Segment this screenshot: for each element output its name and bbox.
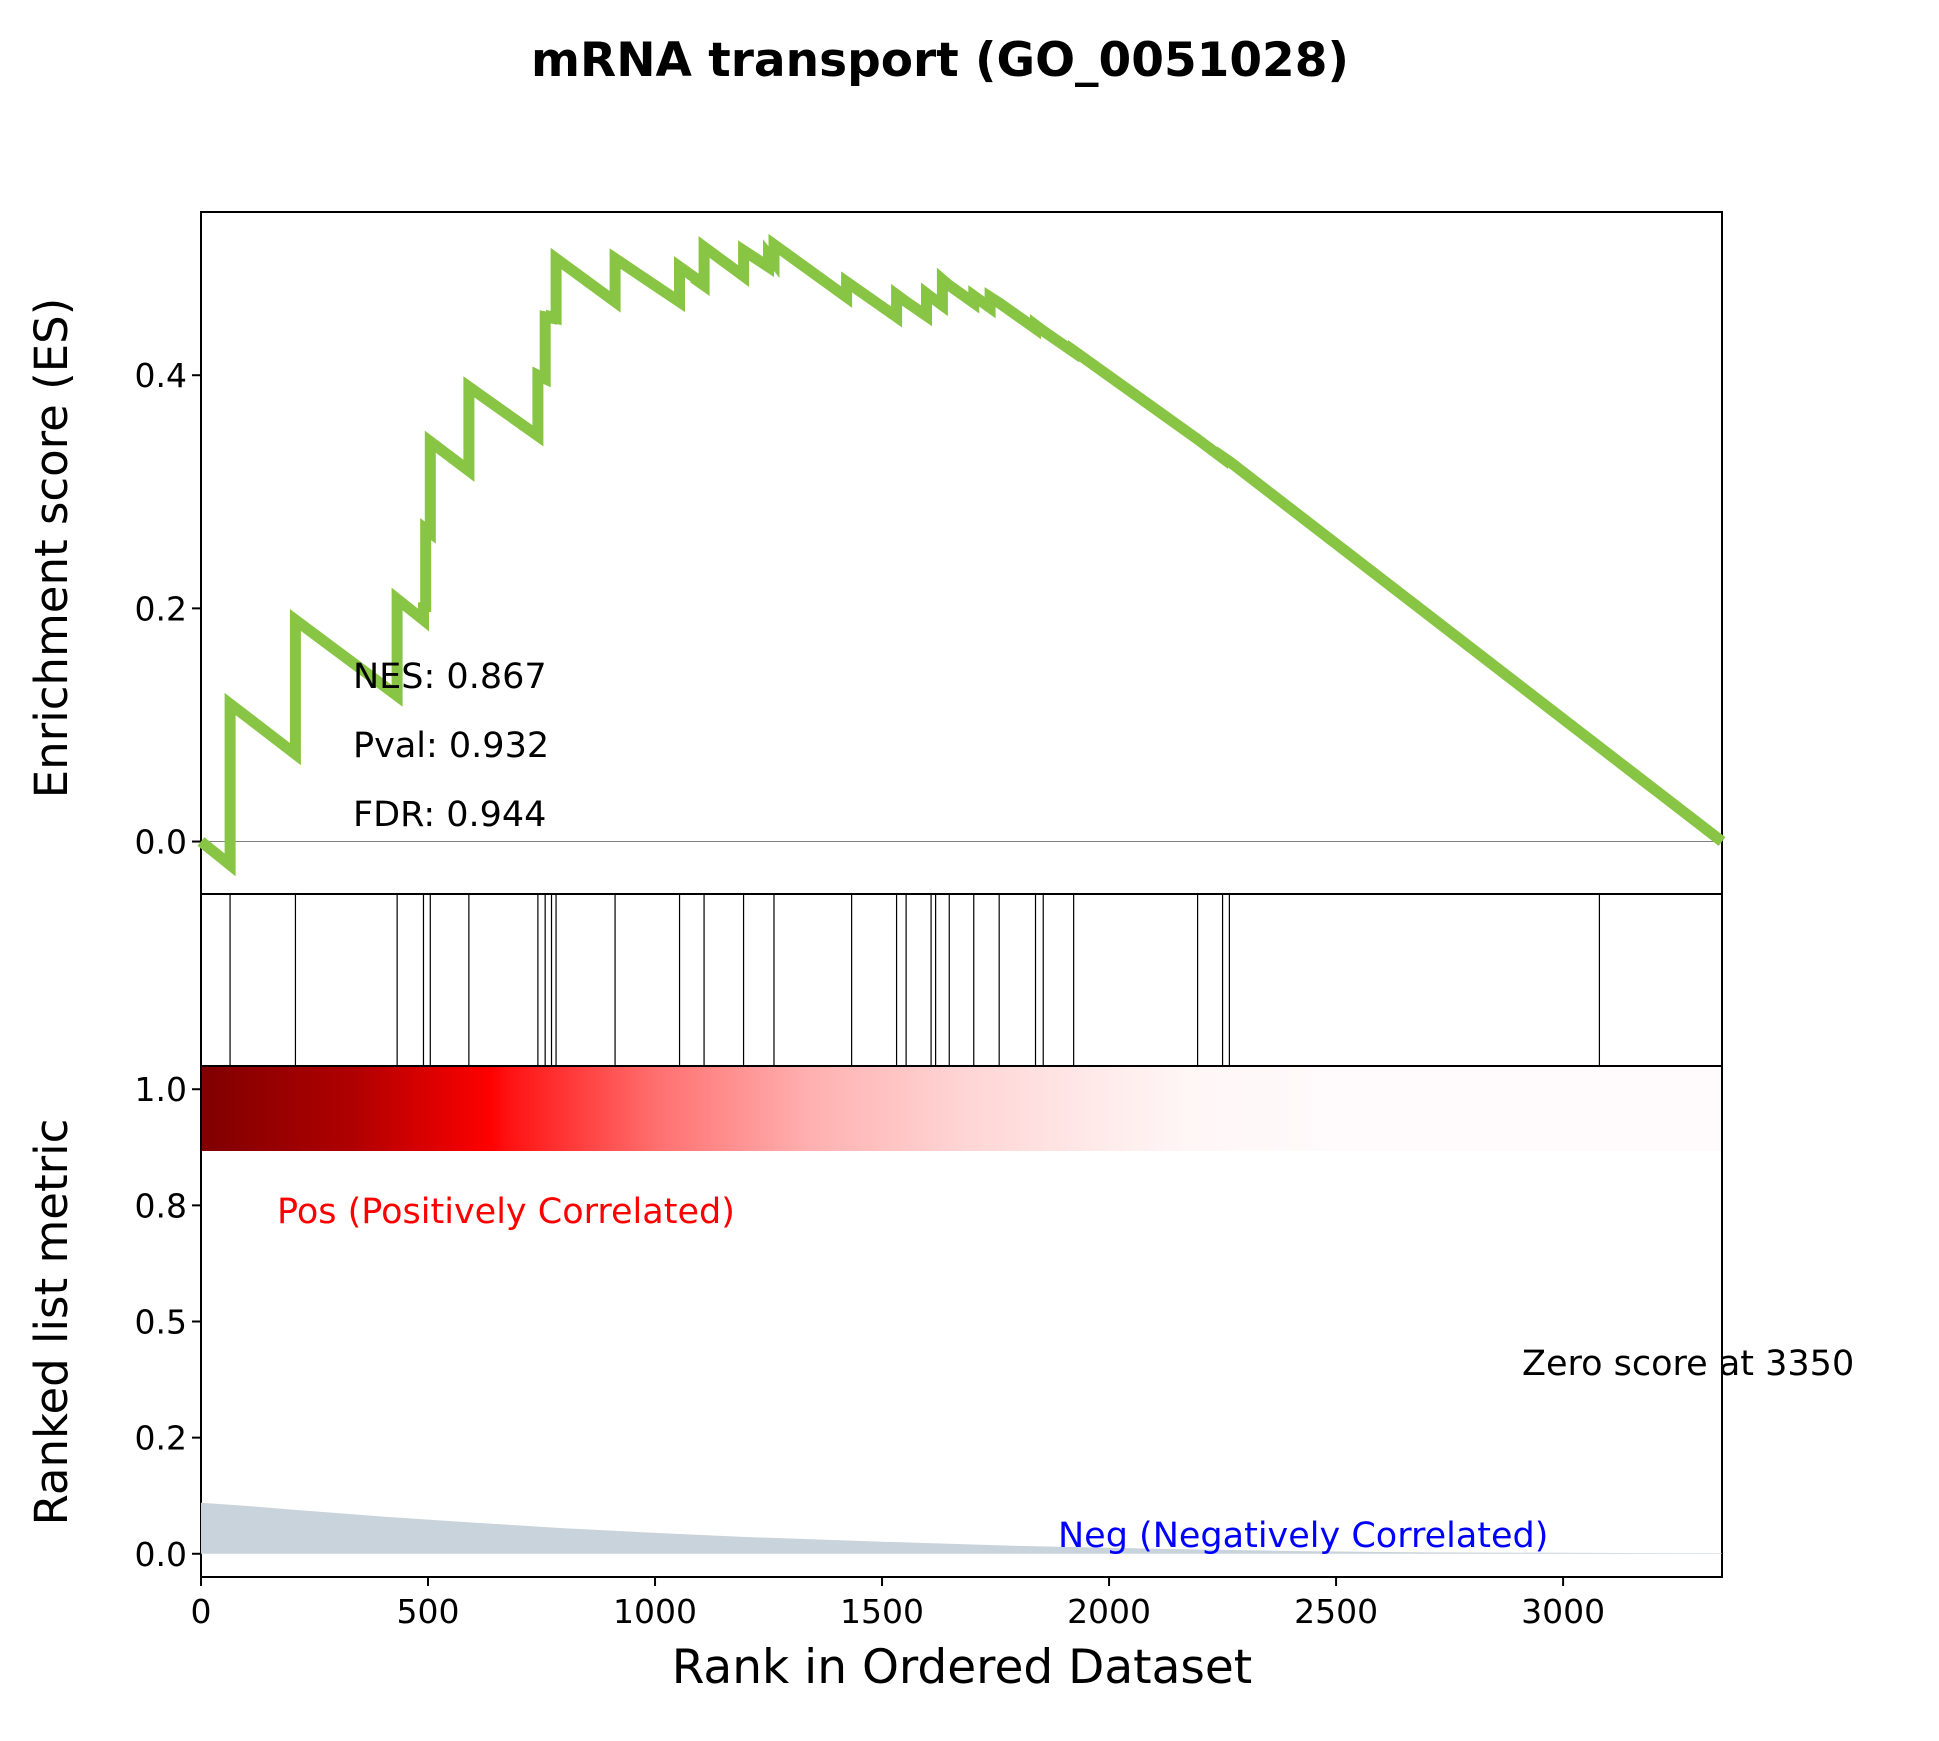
x-tick-label: 2500 — [1294, 1592, 1378, 1631]
x-tick-label: 3000 — [1521, 1592, 1605, 1631]
metric-area — [201, 1502, 1722, 1554]
x-axis: 0 500 1000 1500 2000 2500 3000 — [191, 1577, 1605, 1631]
neg-label: Neg (Negatively Correlated) — [1058, 1516, 1548, 1556]
metric-y-tick-label: 0.0 — [135, 1535, 187, 1574]
metric-y-tick-label: 0.5 — [135, 1303, 187, 1342]
metric-y-axis: 0.0 0.2 0.5 0.8 1.0 — [135, 1070, 201, 1574]
es-y-tick-label: 0.4 — [135, 356, 187, 395]
x-tick-label: 2000 — [1067, 1592, 1151, 1631]
x-tick-label: 1500 — [840, 1592, 924, 1631]
es-y-label: Enrichment score (ES) — [25, 298, 78, 799]
x-tick-label: 0 — [191, 1592, 212, 1631]
metric-y-label: Ranked list metric — [25, 1119, 78, 1526]
es-y-axis: 0.0 0.2 0.4 — [135, 356, 201, 862]
pos-label: Pos (Positively Correlated) — [277, 1192, 735, 1232]
x-tick-label: 1000 — [613, 1592, 697, 1631]
es-y-tick-label: 0.0 — [135, 823, 187, 862]
x-tick-label: 500 — [397, 1592, 460, 1631]
nes-label: NES: 0.867 — [353, 657, 547, 697]
es-curve — [197, 233, 1726, 877]
metric-y-tick-label: 0.8 — [135, 1186, 187, 1225]
zero-score-label: Zero score at 3350 — [1522, 1344, 1854, 1384]
figure-title: mRNA transport (GO_0051028) — [531, 33, 1349, 88]
fdr-label: FDR: 0.944 — [353, 795, 546, 835]
es-panel-frame — [200, 211, 1723, 895]
metric-y-tick-label: 1.0 — [135, 1070, 187, 1109]
x-axis-label: Rank in Ordered Dataset — [672, 1640, 1252, 1695]
hits-panel-frame — [200, 893, 1723, 1067]
es-y-tick-label: 0.2 — [135, 589, 187, 628]
hit-lines — [229, 894, 1601, 1066]
metric-panel-frame — [200, 1065, 1723, 1578]
es-panel: 0.0 0.2 0.4 NES: 0.867 Pval: 0.932 FDR: 0.… — [25, 211, 1726, 895]
correlation-heatmap-strip — [202, 1067, 1721, 1151]
hits-panel — [200, 893, 1723, 1067]
pval-label: Pval: 0.932 — [353, 726, 549, 766]
metric-panel: 0.0 0.2 0.5 0.8 1.0 0 500 1000 1500 2000 2500 3000… — [25, 1065, 1854, 1695]
metric-y-tick-label: 0.2 — [135, 1419, 187, 1458]
